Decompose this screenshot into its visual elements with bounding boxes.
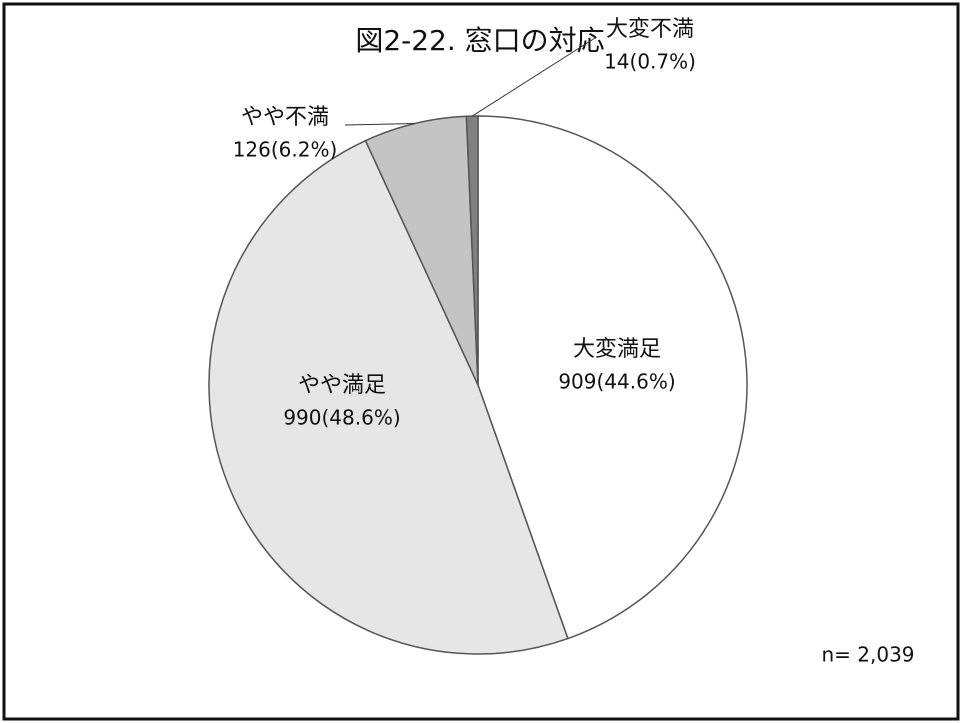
annotation: n= 2,039 [821, 643, 914, 667]
leader-line [344, 123, 415, 126]
value-label: 990(48.6%) [283, 406, 400, 430]
value-label: 126(6.2%) [233, 138, 338, 162]
value-label: 909(44.6%) [558, 370, 675, 394]
slice-label: やや不満 [241, 105, 329, 130]
slice-label: 大変満足 [573, 337, 661, 362]
slice-label: 大変不満 [606, 17, 694, 42]
pie-slice [477, 115, 748, 640]
chart-title: 図2-22. 窓口の対応 [355, 24, 604, 57]
leader-line [471, 37, 596, 117]
slice-label: やや満足 [298, 373, 386, 398]
value-label: 14(0.7%) [604, 50, 696, 74]
pie-slice [208, 139, 569, 655]
